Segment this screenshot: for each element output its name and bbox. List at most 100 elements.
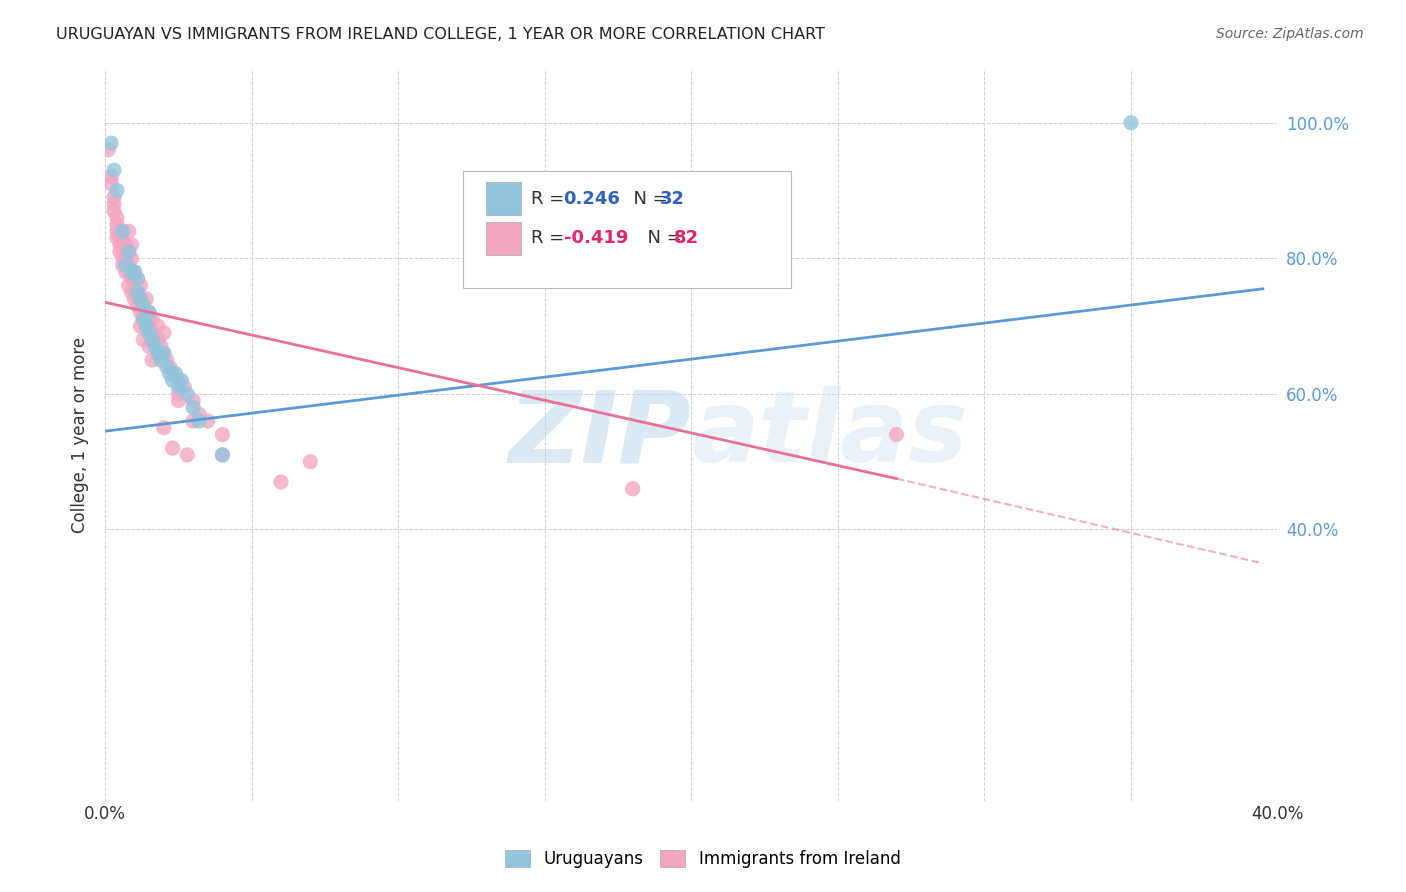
Point [162,441,184,455]
Point [127,285,149,300]
Text: N =: N = [623,190,673,208]
Point [167,380,190,394]
Point [188,407,211,421]
Point [188,414,211,428]
Point [167,393,190,408]
Point [100,136,122,150]
Point [156,353,179,368]
Point [100,169,122,184]
Point [132,333,155,347]
Point [124,271,146,285]
Point [124,292,146,306]
Legend: Uruguayans, Immigrants from Ireland: Uruguayans, Immigrants from Ireland [499,843,907,875]
Text: URUGUAYAN VS IMMIGRANTS FROM IRELAND COLLEGE, 1 YEAR OR MORE CORRELATION CHART: URUGUAYAN VS IMMIGRANTS FROM IRELAND COL… [56,27,825,42]
Point [103,203,125,218]
Point [105,211,128,225]
Point [153,326,176,340]
Point [135,319,157,334]
Point [121,252,143,266]
Point [159,359,181,374]
Point [270,475,292,489]
Bar [486,182,522,215]
Point [141,333,163,347]
Point [132,312,155,326]
Point [153,421,176,435]
Text: R =: R = [530,190,569,208]
Point [114,237,136,252]
Point [149,353,172,368]
Point [141,333,163,347]
Text: 0.246: 0.246 [564,190,620,208]
Point [100,177,122,191]
Text: -0.419: -0.419 [564,229,628,247]
Point [129,319,152,334]
Point [211,427,233,442]
Point [124,285,146,300]
Point [149,339,172,353]
Text: ZIP: ZIP [509,386,692,483]
Point [135,319,157,334]
Point [181,401,204,415]
Point [132,312,155,326]
Point [135,305,157,319]
Point [138,312,160,326]
Point [118,224,141,238]
Text: Source: ZipAtlas.com: Source: ZipAtlas.com [1216,27,1364,41]
Point [111,224,134,238]
Point [118,244,141,259]
Point [114,258,136,272]
Point [108,224,131,238]
Point [138,339,160,353]
Point [121,271,143,285]
Point [114,252,136,266]
Point [124,265,146,279]
Point [118,278,141,293]
Point [146,346,169,360]
Point [299,455,322,469]
Point [176,448,198,462]
Point [129,292,152,306]
Point [173,380,195,394]
Point [167,373,190,387]
Point [159,367,181,381]
Point [146,346,169,360]
Point [121,237,143,252]
Point [114,265,136,279]
Point [132,299,155,313]
Point [138,319,160,334]
Bar [486,222,522,255]
Point [105,231,128,245]
Point [143,339,166,353]
Point [211,448,233,462]
Point [132,299,155,313]
Point [103,190,125,204]
Point [105,224,128,238]
Text: N =: N = [637,229,688,247]
Point [146,319,169,334]
Point [153,346,176,360]
Point [127,285,149,300]
Point [129,305,152,319]
Point [111,258,134,272]
Text: 82: 82 [673,229,699,247]
Point [1119,116,1142,130]
Point [127,271,149,285]
Point [153,346,176,360]
Point [141,353,163,368]
Point [181,393,204,408]
Point [121,285,143,300]
Point [108,231,131,245]
Point [129,292,152,306]
Point [114,258,136,272]
Point [103,197,125,211]
Y-axis label: College, 1 year or more: College, 1 year or more [72,336,89,533]
Point [886,427,908,442]
Point [118,258,141,272]
Point [197,414,219,428]
Point [141,326,163,340]
Point [146,333,169,347]
Point [165,367,187,381]
Point [121,265,143,279]
Point [111,252,134,266]
Point [181,414,204,428]
